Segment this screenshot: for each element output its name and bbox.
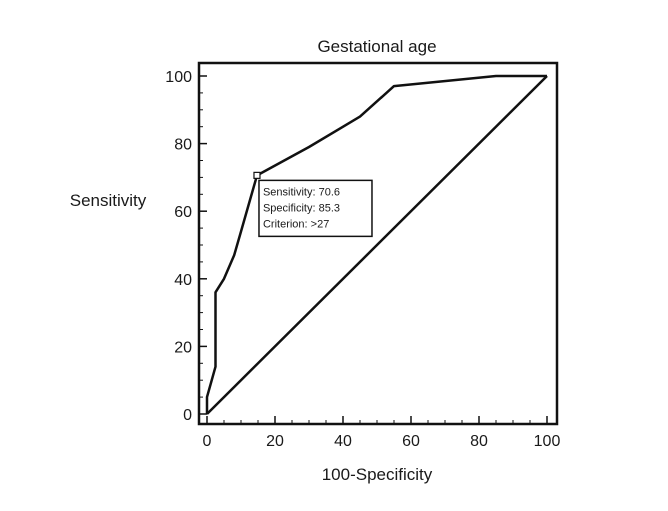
annotation-line: Sensitivity: 70.6	[263, 186, 340, 198]
y-tick-label: 80	[174, 137, 192, 154]
x-tick-label: 40	[334, 433, 352, 450]
plot-frame	[197, 61, 559, 426]
roc-curve-line	[205, 74, 547, 414]
criterion-annotation-box	[258, 179, 373, 238]
x-tick-label: 20	[266, 433, 284, 450]
y-tick-label: 100	[165, 69, 192, 86]
reference-diagonal-line	[206, 75, 548, 415]
y-axis-title: Sensitivity	[70, 191, 147, 210]
x-tick-label: 60	[402, 433, 420, 450]
annotation-line: Specificity: 85.3	[263, 202, 340, 214]
x-tick-label: 0	[203, 433, 212, 450]
plot-area: 0 20 40 60 80 100 0 20 40 60 80 100 Sensitivity: 70.…	[165, 61, 561, 450]
y-tick-label: 60	[174, 204, 192, 221]
x-axis-title: 100-Specificity	[322, 465, 433, 484]
x-tick-label: 100	[534, 433, 561, 450]
annotation-line: Criterion: >27	[263, 218, 329, 230]
x-tick-label: 80	[470, 433, 488, 450]
y-tick-label: 40	[174, 272, 192, 289]
y-tick-label: 0	[183, 407, 192, 424]
y-tick-label: 20	[174, 339, 192, 356]
criterion-point-marker	[253, 171, 261, 179]
chart-title: Gestational age	[317, 37, 436, 56]
